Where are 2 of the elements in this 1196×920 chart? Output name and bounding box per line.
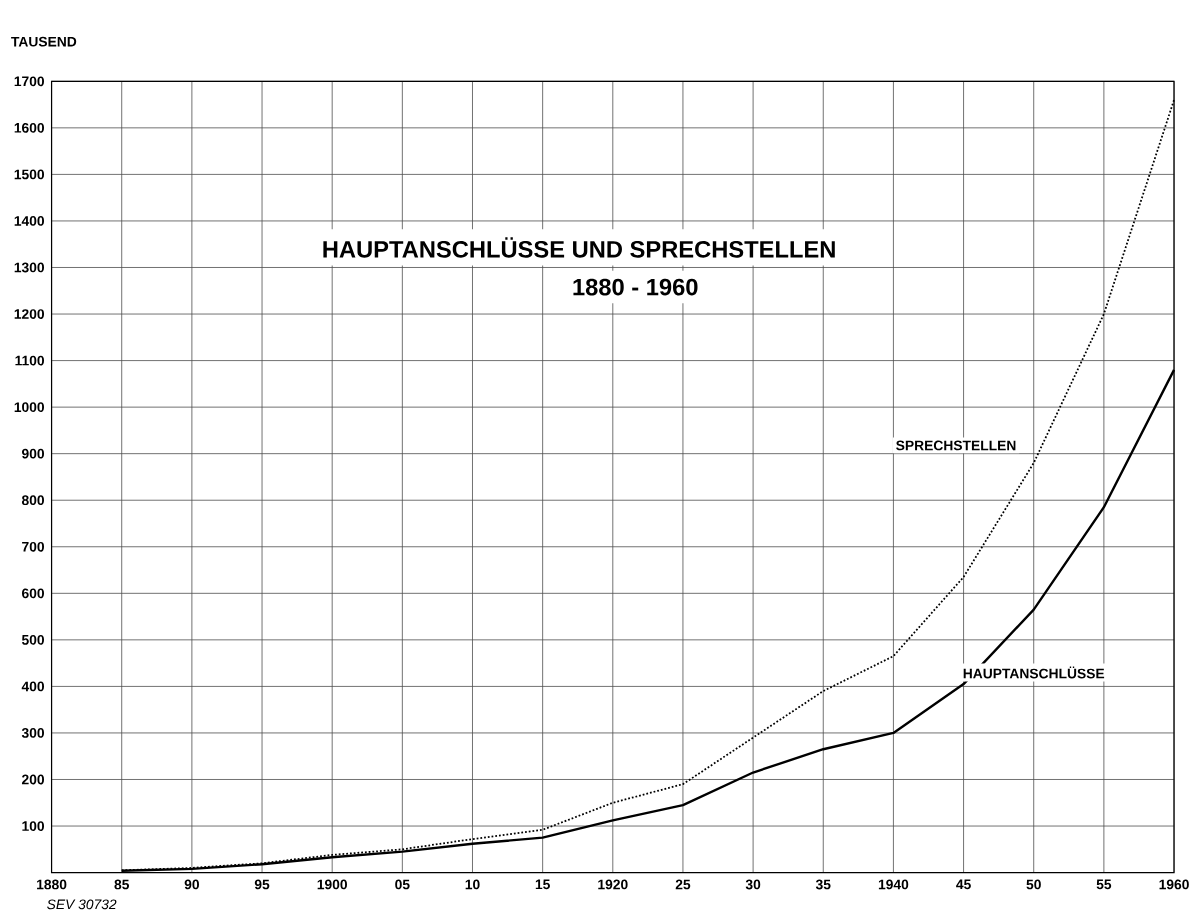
text: HAUPTANSCHLÜSSE UND SPRECHSTELLEN	[323, 237, 835, 258]
text: 1880 - 1960	[573, 278, 698, 296]
